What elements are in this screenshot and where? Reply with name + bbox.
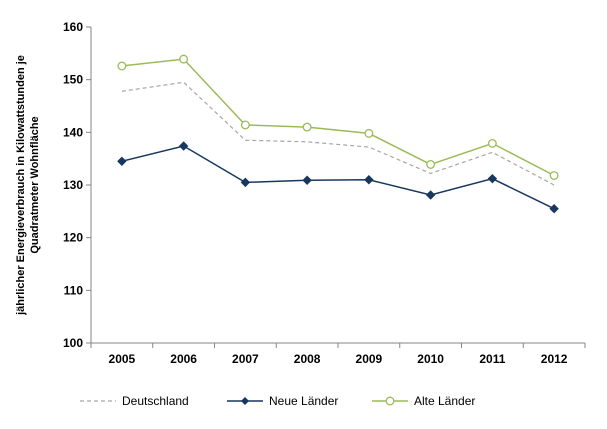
data-point (240, 177, 251, 188)
legend: Deutschland Neue Länder Alte Länder (80, 394, 475, 408)
data-point (302, 122, 312, 132)
data-point (178, 141, 189, 151)
legend-label: Deutschland (122, 394, 189, 408)
legend-label: Neue Länder (269, 394, 338, 408)
data-point (487, 138, 497, 148)
data-point (549, 203, 559, 214)
data-point (117, 61, 127, 71)
x-tick-label: 2007 (232, 352, 259, 366)
y-tick-label: 150 (63, 73, 83, 87)
data-point (487, 173, 498, 184)
series-line (121, 145, 555, 210)
data-point (302, 175, 312, 185)
x-tick-label: 2010 (417, 352, 444, 366)
legend-item: Neue Länder (227, 394, 338, 408)
series-layer (117, 54, 559, 214)
x-tick-label: 2011 (479, 352, 505, 366)
axes: 100 110 120 130 140 150 160 2005 2006 2007 2008 200… (63, 20, 586, 366)
data-point (364, 128, 374, 138)
series-line (121, 58, 555, 177)
y-axis-title-line-1: jährlicher Energieverbrauch in Kilowatts… (15, 55, 27, 316)
x-tick-label: 2006 (170, 352, 197, 366)
series-deutschland (121, 81, 555, 186)
y-tick-label: 110 (64, 283, 84, 297)
y-tick-label: 100 (63, 336, 83, 350)
y-axis-title-line-2: Quadratmeter Wohnfläche (29, 116, 41, 253)
data-point (426, 160, 436, 169)
data-point (425, 190, 436, 200)
legend-label: Alte Länder (414, 394, 475, 408)
legend-marker (385, 396, 395, 406)
series-alte-l-nder (117, 54, 559, 180)
x-tick-label: 2009 (356, 352, 383, 366)
series-line (121, 81, 555, 186)
x-tick-label: 2005 (109, 352, 136, 366)
data-point (179, 54, 189, 64)
y-tick-label: 140 (63, 125, 83, 139)
y-tick-label: 120 (63, 231, 83, 245)
data-point (240, 120, 250, 130)
x-tick-label: 2008 (294, 352, 321, 366)
legend-marker (241, 397, 249, 405)
legend-item: Alte Länder (372, 394, 475, 408)
x-tick-label: 2012 (541, 352, 568, 366)
y-tick-label: 130 (63, 178, 83, 192)
legend-item: Deutschland (80, 394, 189, 408)
y-tick-label: 160 (63, 20, 83, 34)
data-point (549, 171, 559, 180)
data-point (364, 175, 374, 185)
data-point (117, 156, 127, 167)
y-axis-title: jährlicher Energieverbrauch in Kilowatts… (15, 55, 41, 316)
series-neue-l-nder (117, 141, 559, 214)
